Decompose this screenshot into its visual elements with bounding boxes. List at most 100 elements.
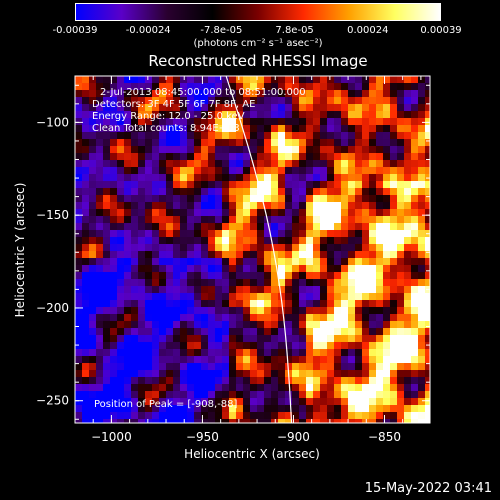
heatmap-cell bbox=[145, 272, 152, 279]
heatmap-cell bbox=[75, 335, 82, 342]
heatmap-cell bbox=[194, 167, 201, 174]
heatmap-cell bbox=[271, 328, 278, 335]
heatmap-cell bbox=[334, 216, 341, 223]
heatmap-cell bbox=[222, 293, 229, 300]
heatmap-cell bbox=[355, 195, 362, 202]
heatmap-cell bbox=[236, 181, 243, 188]
heatmap-cell bbox=[341, 188, 348, 195]
heatmap-cell bbox=[250, 202, 257, 209]
heatmap-cell bbox=[194, 398, 201, 405]
heatmap-cell bbox=[348, 146, 355, 153]
heatmap-cell bbox=[348, 181, 355, 188]
heatmap-cell bbox=[299, 90, 306, 97]
heatmap-cell bbox=[327, 202, 334, 209]
chart-title: Reconstructed RHESSI Image bbox=[148, 52, 368, 70]
heatmap-cell bbox=[82, 146, 89, 153]
heatmap-cell bbox=[292, 265, 299, 272]
heatmap-cell bbox=[390, 419, 397, 423]
heatmap-cell bbox=[152, 90, 159, 97]
annotation-detectors: Detectors: 3F 4F 5F 6F 7F 8F, AE bbox=[92, 99, 255, 110]
heatmap-cell bbox=[348, 195, 355, 202]
heatmap-cell bbox=[411, 244, 418, 251]
heatmap-cell bbox=[362, 125, 369, 132]
heatmap-cell bbox=[376, 167, 383, 174]
heatmap-cell bbox=[250, 167, 257, 174]
heatmap-cell bbox=[285, 398, 292, 405]
heatmap-cell bbox=[159, 125, 166, 132]
heatmap-cell bbox=[397, 265, 404, 272]
heatmap-cell bbox=[152, 230, 159, 237]
heatmap-cell bbox=[152, 419, 159, 423]
heatmap-cell bbox=[152, 356, 159, 363]
heatmap-cell bbox=[313, 314, 320, 321]
heatmap-cell bbox=[82, 349, 89, 356]
heatmap-cell bbox=[124, 412, 131, 419]
heatmap-cell bbox=[264, 223, 271, 230]
heatmap-cell bbox=[355, 307, 362, 314]
heatmap-cell bbox=[138, 419, 145, 423]
heatmap-cell bbox=[327, 265, 334, 272]
heatmap-cell bbox=[341, 181, 348, 188]
heatmap-cell bbox=[404, 272, 411, 279]
heatmap-cell bbox=[236, 188, 243, 195]
heatmap-cell bbox=[376, 174, 383, 181]
heatmap-cell bbox=[404, 349, 411, 356]
heatmap-cell bbox=[285, 279, 292, 286]
heatmap-cell bbox=[194, 258, 201, 265]
heatmap-cell bbox=[243, 265, 250, 272]
heatmap-cell bbox=[299, 111, 306, 118]
heatmap-cell bbox=[215, 97, 222, 104]
heatmap-cell bbox=[236, 265, 243, 272]
heatmap-cell bbox=[152, 202, 159, 209]
colorbar-tick-label: -7.8e-05 bbox=[200, 25, 243, 36]
heatmap-cell bbox=[418, 363, 425, 370]
heatmap-cell bbox=[362, 230, 369, 237]
heatmap-cell bbox=[341, 335, 348, 342]
heatmap-cell bbox=[222, 342, 229, 349]
heatmap-cell bbox=[334, 118, 341, 125]
heatmap-cell bbox=[390, 118, 397, 125]
heatmap-cell bbox=[292, 153, 299, 160]
heatmap-cell bbox=[355, 328, 362, 335]
heatmap-cell bbox=[313, 132, 320, 139]
heatmap-cell bbox=[257, 216, 264, 223]
heatmap-cell bbox=[271, 230, 278, 237]
heatmap-cell bbox=[82, 412, 89, 419]
heatmap-cell bbox=[117, 76, 124, 83]
heatmap-cell bbox=[208, 321, 215, 328]
heatmap-cell bbox=[124, 230, 131, 237]
heatmap-cell bbox=[229, 370, 236, 377]
heatmap-cell bbox=[411, 342, 418, 349]
heatmap-cell bbox=[299, 244, 306, 251]
heatmap-cell bbox=[257, 363, 264, 370]
heatmap-cell bbox=[187, 139, 194, 146]
heatmap-cell bbox=[418, 300, 425, 307]
heatmap-cell bbox=[229, 272, 236, 279]
heatmap-cell bbox=[236, 83, 243, 90]
heatmap-cell bbox=[348, 251, 355, 258]
heatmap-cell bbox=[82, 195, 89, 202]
heatmap-cell bbox=[215, 111, 222, 118]
heatmap-cell bbox=[390, 293, 397, 300]
heatmap-cell bbox=[278, 174, 285, 181]
heatmap-cell bbox=[208, 307, 215, 314]
heatmap-cell bbox=[327, 244, 334, 251]
heatmap-cell bbox=[124, 195, 131, 202]
heatmap-cell bbox=[250, 370, 257, 377]
heatmap-cell bbox=[222, 377, 229, 384]
heatmap-cell bbox=[229, 104, 236, 111]
annotation-peak: Position of Peak = [-908,-88] bbox=[94, 399, 238, 410]
heatmap-cell bbox=[397, 286, 404, 293]
heatmap-cell bbox=[341, 342, 348, 349]
heatmap-cell bbox=[355, 216, 362, 223]
heatmap-cell bbox=[250, 335, 257, 342]
heatmap-cell bbox=[236, 370, 243, 377]
heatmap-cell bbox=[236, 328, 243, 335]
heatmap-cell bbox=[355, 90, 362, 97]
heatmap-cell bbox=[355, 97, 362, 104]
heatmap-cell bbox=[75, 251, 82, 258]
heatmap-cell bbox=[236, 412, 243, 419]
heatmap-cell bbox=[103, 76, 110, 83]
heatmap-cell bbox=[306, 125, 313, 132]
heatmap-cell bbox=[257, 391, 264, 398]
